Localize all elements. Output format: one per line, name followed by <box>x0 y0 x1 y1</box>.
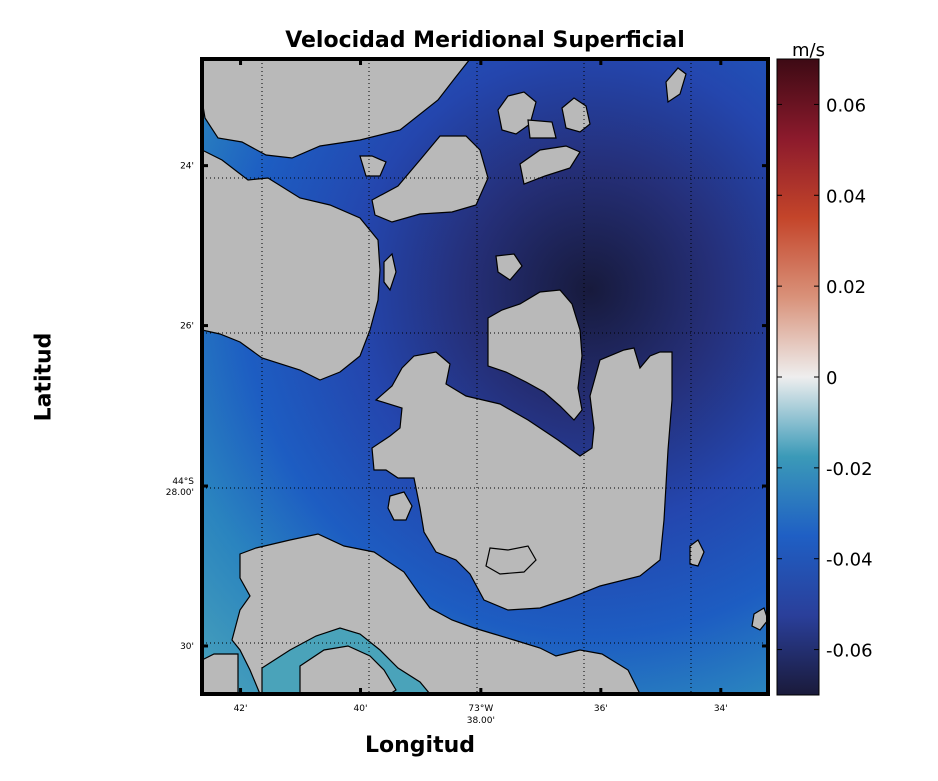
island-north-2 <box>497 91 537 135</box>
cb-tick-label-0: 0.06 <box>826 95 866 116</box>
map-area <box>202 59 768 694</box>
y-tick-label-1: 26' <box>180 322 194 332</box>
cb-tick-label-3: 0 <box>826 368 837 389</box>
y-tick-label-0: 24' <box>180 162 194 172</box>
island-west-small <box>387 491 413 521</box>
island-north-5 <box>519 145 581 185</box>
x-tick-label-0: 42' <box>234 704 248 714</box>
colorbar-ticks: 0.06 0.04 0.02 0 -0.02 -0.04 -0.06 <box>777 95 873 662</box>
cb-tick-label-4: -0.02 <box>826 459 873 480</box>
cb-tick-label-2: 0.02 <box>826 277 866 298</box>
land-south-peninsula <box>299 645 397 694</box>
x-tick-label-1: 40' <box>354 704 368 714</box>
island-east <box>689 539 705 567</box>
x-tick-label-4: 34' <box>714 704 728 714</box>
y-ticks: 24' 26' 44°S 28.00' 30' <box>166 162 768 652</box>
cb-tick-label-1: 0.04 <box>826 186 866 207</box>
island-small-north <box>359 155 387 177</box>
colorbar-unit: m/s <box>792 40 825 61</box>
plot-frame <box>200 57 770 696</box>
island-north-4 <box>527 119 557 139</box>
y-tick-label-3: 30' <box>180 642 194 652</box>
land-northwest <box>202 59 471 159</box>
island-channel-2 <box>383 252 397 292</box>
island-northeast <box>665 67 687 104</box>
x-tick-label-3: 36' <box>594 704 608 714</box>
cb-tick-label-6: -0.06 <box>826 641 873 662</box>
land-masses <box>202 59 768 694</box>
x-axis-label: Longitud <box>365 733 476 758</box>
x-tick-label-2: 73°W 38.00' <box>467 704 495 726</box>
island-central <box>371 347 673 611</box>
island-channel-1 <box>495 253 523 281</box>
island-central-north <box>487 289 583 421</box>
chart-title: Velocidad Meridional Superficial <box>285 28 685 53</box>
colorbar <box>776 58 820 696</box>
island-bay <box>485 545 537 575</box>
island-southeast <box>751 607 768 631</box>
land-southwest <box>202 653 239 694</box>
x-ticks: 42' 40' 73°W 38.00' 36' 34' <box>234 59 728 726</box>
island-north-1 <box>371 135 489 223</box>
island-north-3 <box>561 97 591 133</box>
land-west <box>202 149 381 381</box>
y-tick-label-2: 44°S 28.00' <box>166 477 195 498</box>
cb-tick-label-5: -0.04 <box>826 550 873 571</box>
